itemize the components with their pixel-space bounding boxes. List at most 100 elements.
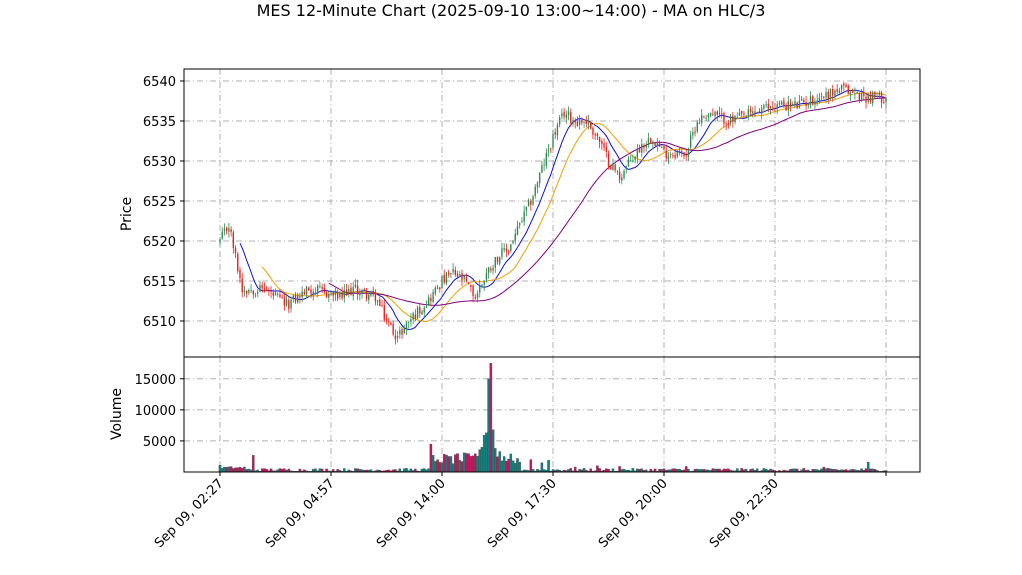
candle-body bbox=[701, 114, 703, 123]
volume-bar bbox=[582, 468, 586, 473]
candle-body bbox=[476, 293, 479, 298]
candle-body bbox=[545, 152, 548, 166]
candle-body bbox=[667, 156, 670, 159]
candle-body bbox=[221, 231, 223, 239]
candle-body bbox=[254, 294, 257, 296]
candle-body bbox=[792, 104, 794, 106]
candle-body bbox=[370, 290, 372, 296]
candle-body bbox=[885, 97, 887, 103]
candle-body bbox=[776, 104, 778, 109]
volume-bar bbox=[225, 467, 228, 473]
candle-body bbox=[241, 278, 243, 293]
candle-body bbox=[871, 92, 874, 104]
candle-body bbox=[245, 290, 248, 294]
volume-bar bbox=[518, 461, 521, 473]
volume-bar bbox=[618, 466, 621, 473]
volume-bar bbox=[449, 456, 453, 473]
candle-body bbox=[816, 100, 818, 101]
volume-y-axis: 5000 10000 15000 bbox=[135, 373, 184, 450]
candle-body bbox=[632, 160, 634, 163]
candle-body bbox=[681, 151, 683, 153]
candle-body bbox=[392, 323, 394, 335]
candle-body bbox=[814, 101, 816, 105]
volume-bar bbox=[458, 460, 462, 473]
volume-bar bbox=[263, 468, 266, 473]
candle-body bbox=[465, 276, 468, 282]
candle-body bbox=[787, 101, 790, 111]
candle-body bbox=[847, 85, 849, 94]
candle-body bbox=[314, 292, 317, 294]
candle-body bbox=[647, 138, 650, 145]
candle-body bbox=[272, 292, 274, 296]
price-tick-label: 6515 bbox=[143, 275, 176, 290]
candle-body bbox=[627, 159, 630, 167]
candle-body bbox=[709, 112, 712, 116]
volume-bar bbox=[431, 455, 435, 473]
candle-body bbox=[858, 93, 861, 101]
candle-body bbox=[794, 101, 796, 105]
candle-body bbox=[421, 311, 423, 315]
candle-body bbox=[439, 287, 441, 290]
candle-body bbox=[525, 206, 528, 211]
volume-bar bbox=[234, 467, 237, 473]
candle-body bbox=[343, 290, 346, 298]
candle-body bbox=[523, 211, 525, 222]
candle-body bbox=[869, 94, 872, 103]
candle-body bbox=[612, 164, 614, 171]
candle-body bbox=[636, 148, 639, 158]
candle-body bbox=[769, 105, 772, 109]
candle-body bbox=[880, 92, 883, 103]
candle-body bbox=[452, 268, 454, 273]
candle-body bbox=[563, 111, 565, 117]
volume-bar bbox=[442, 453, 446, 473]
volume-bar bbox=[491, 429, 495, 473]
volume-axis-label: Volume bbox=[109, 388, 125, 440]
candle-body bbox=[729, 116, 732, 123]
volume-bar bbox=[500, 460, 504, 473]
candle-body bbox=[279, 294, 281, 297]
candle-body bbox=[783, 100, 785, 107]
candle-body bbox=[843, 83, 845, 86]
candle-body bbox=[714, 111, 716, 117]
candle-body bbox=[252, 290, 254, 295]
candle-body bbox=[696, 121, 698, 132]
candle-body bbox=[461, 273, 463, 281]
candle-body bbox=[285, 299, 288, 306]
candle-body bbox=[521, 221, 523, 222]
candle-body bbox=[838, 90, 841, 93]
candle-body bbox=[414, 314, 417, 319]
candle-body bbox=[297, 294, 299, 303]
candle-body bbox=[432, 292, 434, 302]
candle-body bbox=[741, 111, 743, 114]
candle-body bbox=[725, 123, 727, 125]
candle-body bbox=[621, 177, 623, 181]
candle-body bbox=[443, 274, 445, 283]
volume-bar bbox=[673, 468, 677, 473]
candle-body bbox=[552, 133, 554, 148]
candle-body bbox=[310, 289, 312, 294]
candle-body bbox=[689, 135, 692, 148]
candle-body bbox=[259, 285, 261, 292]
candle-body bbox=[852, 90, 854, 93]
chart-title: MES 12-Minute Chart (2025-09-10 13:00~14… bbox=[256, 1, 766, 20]
candle-body bbox=[849, 91, 852, 96]
candle-body bbox=[299, 296, 301, 298]
volume-panel-frame bbox=[183, 356, 921, 473]
candle-body bbox=[456, 273, 459, 277]
candle-body bbox=[758, 111, 761, 113]
volume-bar bbox=[494, 448, 497, 473]
moving-average-lines bbox=[239, 89, 887, 331]
price-tick-label: 6535 bbox=[143, 115, 176, 130]
candle-body bbox=[514, 233, 516, 241]
candle-body bbox=[232, 232, 235, 248]
candle-body bbox=[803, 99, 805, 103]
volume-bar bbox=[223, 466, 226, 473]
candle-body bbox=[454, 269, 457, 275]
candle-body bbox=[534, 186, 536, 196]
candle-body bbox=[554, 132, 556, 135]
candle-body bbox=[825, 92, 827, 98]
candle-body bbox=[874, 91, 876, 98]
candle-body bbox=[225, 227, 228, 231]
candle-body bbox=[390, 322, 392, 325]
candle-body bbox=[281, 297, 283, 299]
